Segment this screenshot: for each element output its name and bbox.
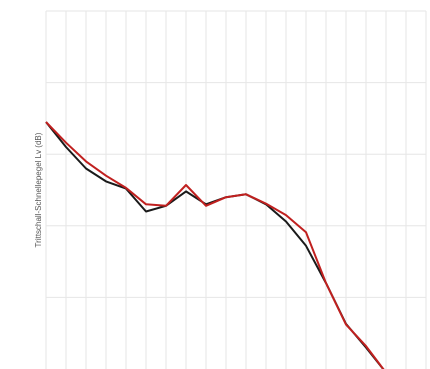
series-line-1 (45, 121, 385, 369)
grid (45, 10, 427, 369)
y-axis-label: Trittschall-Schnellepegel Lv (dB) (34, 132, 43, 247)
series-line-2 (45, 121, 385, 369)
series-layer (45, 121, 385, 369)
